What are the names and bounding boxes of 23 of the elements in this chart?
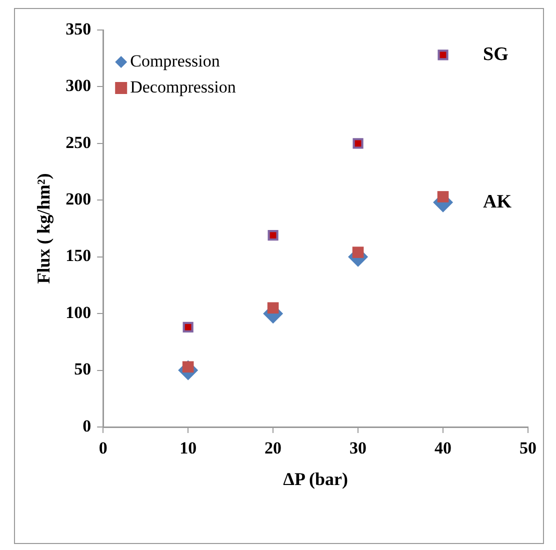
y-tick-label: 150: [66, 246, 92, 266]
annotation: SG: [483, 44, 509, 65]
x-tick-label: 50: [520, 438, 536, 458]
legend-label: Compression: [130, 51, 220, 70]
legend-label: Decompression: [130, 77, 236, 96]
point: [267, 302, 279, 314]
x-tick-label: 30: [350, 438, 367, 458]
x-tick-label: 20: [264, 438, 282, 458]
point: [437, 191, 449, 202]
point: [352, 246, 364, 258]
y-tick-label: 50: [74, 360, 92, 379]
x-tick-label: 40: [434, 438, 452, 458]
x-tick-label: 10: [180, 438, 197, 458]
annotation: AK: [483, 191, 512, 212]
y-tick-label: 200: [66, 190, 92, 209]
y-tick-label: 350: [66, 19, 92, 38]
x-axis-title: ΔP (bar): [283, 468, 348, 489]
y-tick-label: 300: [66, 76, 92, 96]
y-tick-label: 0: [82, 416, 92, 436]
y-tick-label: 100: [66, 302, 92, 322]
y-tick-label: 250: [66, 132, 92, 152]
x-tick-label: 0: [98, 438, 108, 458]
y-axis-title: Flux ( kg/hm²): [33, 173, 54, 284]
